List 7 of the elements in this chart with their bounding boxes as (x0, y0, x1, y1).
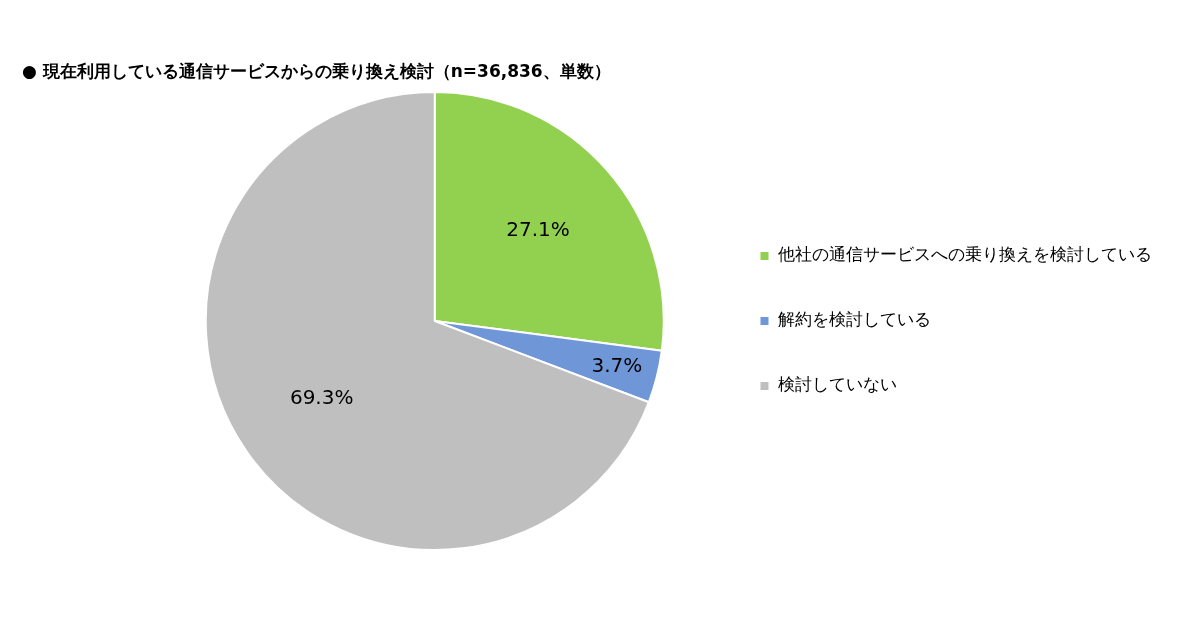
legend-label: 解約を検討している (778, 309, 931, 330)
data-label: 69.3% (289, 385, 354, 410)
data-label: 3.7% (591, 353, 643, 377)
data-label: 27.1% (506, 216, 570, 241)
legend-label: 検討していない (778, 374, 897, 395)
legend-label: 他社の通信サービスへの乗り換えを検討している (778, 244, 1152, 265)
chart-title: ● 現在利用している通信サービスからの乗り換え検討（n=36,836、単数） (21, 60, 612, 83)
